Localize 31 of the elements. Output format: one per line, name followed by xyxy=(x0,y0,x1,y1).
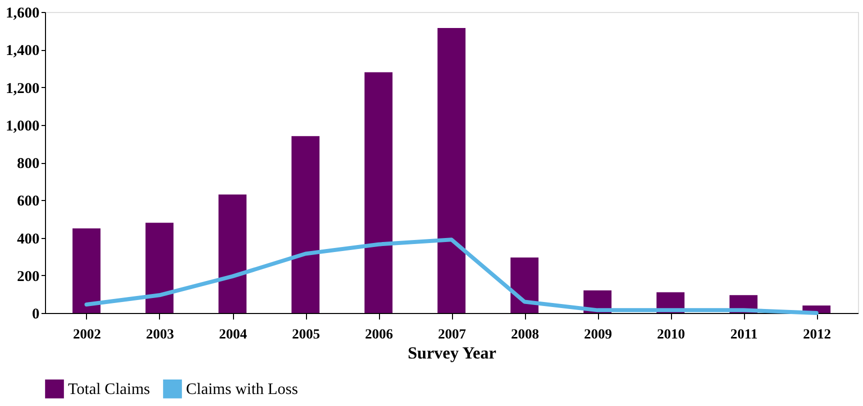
y-tick-label: 0 xyxy=(32,306,40,322)
y-tick-label: 200 xyxy=(17,268,40,285)
x-tick-label: 2006 xyxy=(365,328,393,342)
bar xyxy=(146,222,174,313)
y-tick-label: 1,400 xyxy=(6,43,40,60)
x-axis-title: Survey Year xyxy=(408,344,497,362)
bar xyxy=(218,194,246,313)
y-tick-label: 1,000 xyxy=(6,118,40,134)
y-tick-label: 1,200 xyxy=(6,80,40,97)
y-tick-label: 600 xyxy=(17,194,40,210)
legend-label: Total Claims xyxy=(68,380,150,398)
y-tick-label: 800 xyxy=(17,156,40,172)
bar xyxy=(438,28,466,313)
line-series xyxy=(84,238,818,315)
bar xyxy=(292,136,320,313)
x-tick-label: 2003 xyxy=(146,328,174,342)
x-tick-label: 2010 xyxy=(657,328,685,342)
bar xyxy=(510,258,538,313)
x-tick-label: 2008 xyxy=(511,328,539,342)
x-tick-label: 2009 xyxy=(584,328,612,342)
x-tick-label: 2005 xyxy=(292,328,320,342)
y-tick-label: 400 xyxy=(17,231,40,248)
x-tick-label: 2012 xyxy=(803,328,831,342)
bar xyxy=(364,72,392,313)
x-tick-label: 2011 xyxy=(730,328,758,342)
x-tick-label: 2007 xyxy=(438,328,466,342)
bar xyxy=(72,228,100,313)
y-tick-label: 1,600 xyxy=(6,6,40,22)
x-tick-label: 2004 xyxy=(219,328,247,342)
x-tick-label: 2002 xyxy=(73,328,101,342)
legend-label: Claims with Loss xyxy=(186,380,298,398)
